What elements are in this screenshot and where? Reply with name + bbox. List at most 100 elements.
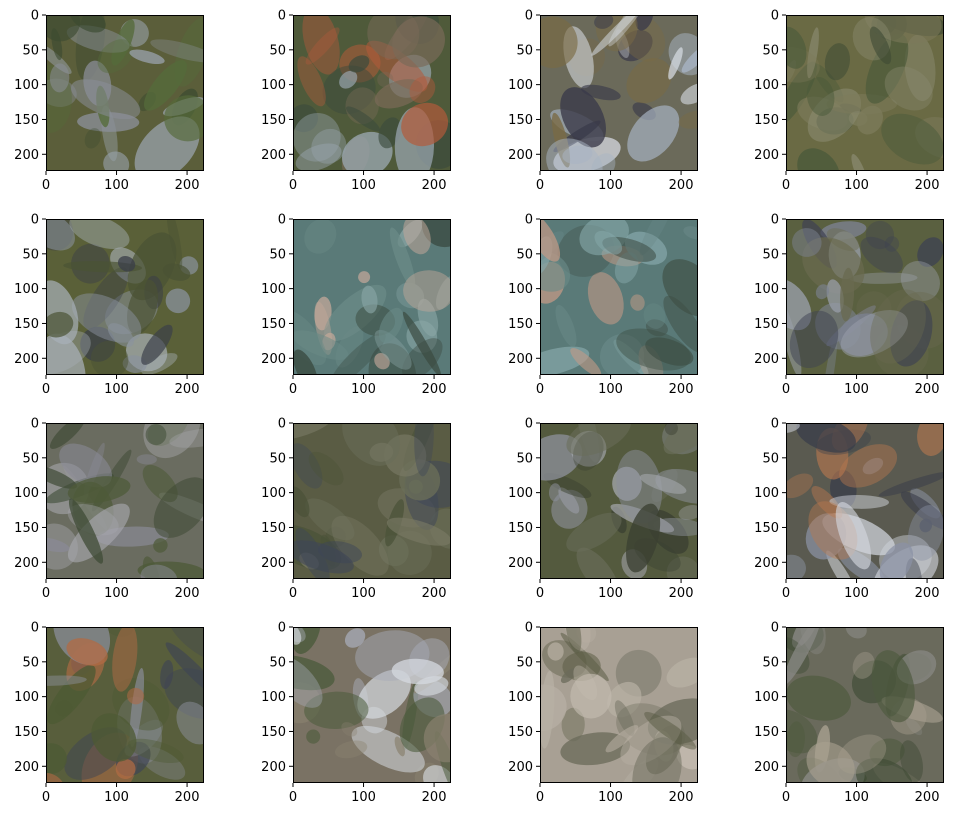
panel-image xyxy=(540,219,698,375)
x-tick-label: 0 xyxy=(42,790,50,805)
panel-texture-blob xyxy=(423,713,451,763)
x-tick-label: 100 xyxy=(104,790,129,805)
panel-texture-blob xyxy=(564,627,591,651)
x-tick-label: 200 xyxy=(175,178,200,193)
panel-texture-blob xyxy=(562,145,593,164)
y-tick-label: 100 xyxy=(261,282,286,297)
panel-texture-blob xyxy=(830,469,857,509)
panel-texture-blob xyxy=(344,628,366,648)
panel-texture-blob xyxy=(129,49,165,65)
panel-image xyxy=(786,423,944,579)
x-tick-label: 100 xyxy=(351,178,376,193)
x-tick-label: 100 xyxy=(844,790,869,805)
panel-texture-blob xyxy=(566,512,622,552)
panel-texture-blob xyxy=(547,642,564,661)
x-tick-label: 200 xyxy=(175,586,200,601)
y-tick-label: 0 xyxy=(771,417,779,432)
axes-frame xyxy=(46,627,204,783)
axes-frame xyxy=(786,15,944,171)
panel-texture-blob xyxy=(293,627,302,645)
panel-texture-blob xyxy=(796,423,856,453)
panel-texture-blob xyxy=(403,219,431,255)
y-tick-label: 150 xyxy=(14,521,39,536)
panel-texture-blob xyxy=(826,228,860,252)
panel-texture-blob xyxy=(560,668,578,684)
y-tick-label: 150 xyxy=(14,725,39,740)
panel-texture-blob xyxy=(402,338,443,375)
y-tick-label: 0 xyxy=(525,621,533,636)
panel-texture-blob xyxy=(862,457,884,475)
y-tick-label: 150 xyxy=(261,113,286,128)
x-tick-label: 200 xyxy=(422,790,447,805)
y-tick-label: 0 xyxy=(525,9,533,24)
x-tick-label: 0 xyxy=(289,382,297,397)
panel-texture-blob xyxy=(166,219,183,270)
panel-texture-blob xyxy=(165,288,191,314)
panel-texture-blob xyxy=(305,27,340,65)
panel-texture-blob xyxy=(626,58,672,104)
x-tick-label: 100 xyxy=(104,382,129,397)
panel-texture-blob xyxy=(166,627,204,663)
panel-texture-blob xyxy=(394,736,405,757)
panel-image xyxy=(786,219,944,375)
x-tick-label: 0 xyxy=(782,382,790,397)
panel-texture-blob xyxy=(153,477,204,538)
panel-texture-blob xyxy=(786,627,821,686)
y-tick-label: 0 xyxy=(771,9,779,24)
axes-frame xyxy=(540,219,698,375)
panel-texture-blob xyxy=(66,25,130,53)
panel-texture-blob xyxy=(169,428,204,448)
y-tick-label: 0 xyxy=(278,621,286,636)
y-tick-label: 0 xyxy=(278,417,286,432)
panel-texture-blob xyxy=(51,28,63,61)
y-tick-label: 150 xyxy=(508,113,533,128)
x-tick-label: 0 xyxy=(289,790,297,805)
y-tick-label: 100 xyxy=(508,486,533,501)
panel-texture-blob xyxy=(141,324,173,365)
panel-texture-blob xyxy=(46,772,64,783)
panel-texture-blob xyxy=(855,758,913,783)
panel-texture-blob xyxy=(643,303,666,329)
panel-texture-blob xyxy=(46,15,81,42)
y-tick-label: 100 xyxy=(261,78,286,93)
panel-texture-blob xyxy=(540,16,578,69)
y-tick-label: 150 xyxy=(261,725,286,740)
y-tick-label: 0 xyxy=(771,621,779,636)
panel-texture-blob xyxy=(632,737,682,783)
panel-texture-blob xyxy=(576,547,619,579)
y-tick-label: 150 xyxy=(508,725,533,740)
panel-texture-blob xyxy=(361,285,378,314)
y-tick-label: 150 xyxy=(261,317,286,332)
panel-texture-blob xyxy=(919,518,933,533)
panel-texture-blob xyxy=(293,423,334,441)
panel-texture-blob xyxy=(377,71,394,88)
x-tick-label: 200 xyxy=(915,382,940,397)
x-tick-label: 0 xyxy=(782,790,790,805)
panel-texture-blob xyxy=(293,486,310,518)
x-tick-label: 200 xyxy=(175,382,200,397)
panel-texture-blob xyxy=(68,498,104,564)
x-tick-label: 100 xyxy=(598,790,623,805)
panel-texture-blob xyxy=(357,669,411,719)
panel-texture-blob xyxy=(59,443,112,488)
panel-texture-blob xyxy=(591,15,643,56)
panel-texture-blob xyxy=(322,65,376,115)
panel-texture-blob xyxy=(409,76,436,104)
y-tick-label: 50 xyxy=(269,43,286,58)
x-tick-label: 100 xyxy=(844,178,869,193)
panel-texture-blob xyxy=(304,691,369,730)
y-tick-label: 150 xyxy=(754,113,779,128)
x-tick-label: 100 xyxy=(104,178,129,193)
x-tick-label: 200 xyxy=(422,382,447,397)
y-tick-label: 50 xyxy=(762,43,779,58)
panel-texture-blob xyxy=(91,713,137,762)
axes-frame xyxy=(293,423,451,579)
y-tick-label: 200 xyxy=(261,352,286,367)
panel-texture-blob xyxy=(66,638,108,666)
panel-texture-blob xyxy=(560,87,606,148)
panel-texture-blob xyxy=(786,26,807,69)
